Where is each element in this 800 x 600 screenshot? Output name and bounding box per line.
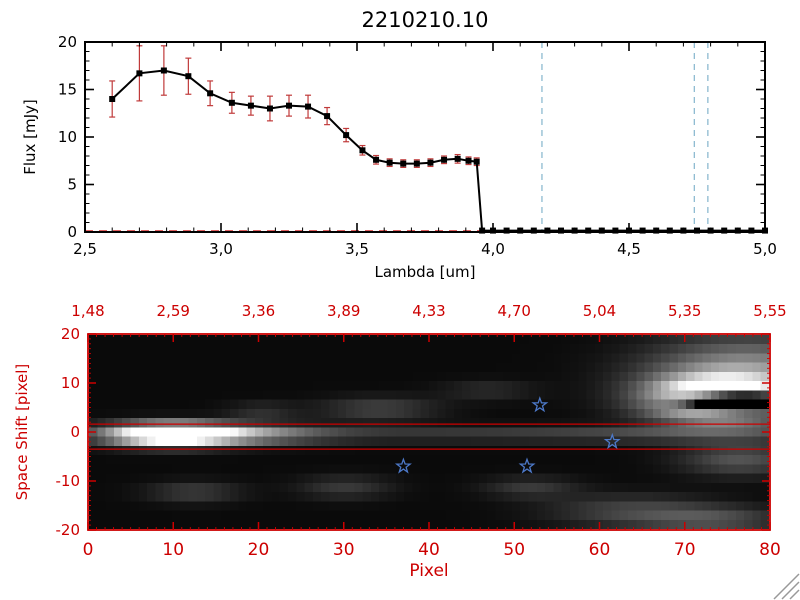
x-tick-label: 5,0 [753,240,777,258]
shift-tick-label: 20 [61,325,80,343]
pixel-tick-label: 10 [162,540,184,560]
resize-grip-line[interactable] [781,581,800,600]
source-star-marker [394,457,412,474]
spectrum-plot-frame [84,41,766,233]
source-star-marker [531,396,549,413]
y-tick-label: 0 [67,223,77,241]
data-point-marker [136,70,143,77]
shift-tick-label: -20 [56,521,81,539]
resize-grip-line[interactable] [773,573,800,600]
resize-grip-line[interactable] [789,589,800,600]
pixel-tick-label: 60 [589,540,611,560]
data-point-marker [694,227,700,234]
x-tick-label: 3,0 [209,240,233,258]
pixel-tick-label: 50 [503,540,525,560]
spectrogram-image [89,335,769,529]
data-point-marker [247,102,254,109]
shift-tick-label: 10 [61,374,80,392]
top-wavelength-label: 3,89 [327,302,360,320]
pixel-tick-label: 20 [248,540,270,560]
x-tick-label: 4,0 [481,240,505,258]
source-star-marker [603,432,621,450]
pixel-tick-label: 0 [83,540,94,560]
data-point-marker [400,160,407,167]
top-wavelength-label: 5,04 [583,302,616,320]
top-wavelength-label: 1,48 [71,302,104,320]
top-wavelength-label: 3,36 [242,302,275,320]
data-point-marker [207,90,214,97]
pixel-tick-label: 80 [759,540,781,560]
flux-axis-label: Flux [mJy] [21,99,39,175]
data-point-marker [160,67,167,74]
pixel-axis-label: Pixel [409,561,449,581]
data-point-marker [612,227,619,234]
data-point-marker [558,227,564,234]
data-point-marker [479,227,486,234]
source-star-marker [518,457,536,474]
lambda-axis-label: Lambda [um] [374,263,476,281]
data-point-marker [503,227,510,234]
data-point-marker [373,156,380,163]
plot-title: 2210210.10 [361,8,489,32]
data-point-marker [748,227,755,234]
pixel-tick-label: 40 [418,540,440,560]
shift-tick-label: -10 [56,472,81,490]
x-tick-label: 2,5 [73,240,97,258]
top-wavelength-label: 4,33 [412,302,445,320]
top-wavelength-label: 5,55 [753,302,786,320]
data-point-marker [639,227,646,234]
data-point-marker [666,227,673,234]
top-wavelength-label: 5,35 [668,302,701,320]
data-point-marker [228,99,235,106]
data-point-marker [530,227,537,234]
data-point-marker [109,96,116,102]
x-tick-label: 3,5 [345,240,369,258]
space-shift-axis-label: Space Shift [pixel] [13,363,31,501]
data-point-marker [359,147,366,154]
y-tick-label: 15 [58,81,77,99]
pixel-tick-label: 30 [333,540,355,560]
y-tick-label: 5 [67,176,77,194]
x-tick-label: 4,5 [617,240,641,258]
data-point-marker [454,155,461,162]
data-point-marker [286,102,292,109]
data-point-marker [266,105,273,112]
pixel-tick-label: 70 [674,540,696,560]
data-point-marker [386,159,393,166]
data-point-marker [305,103,312,110]
data-point-marker [585,227,592,234]
data-point-marker [185,73,192,80]
y-tick-label: 20 [58,33,77,51]
top-wavelength-label: 4,70 [498,302,531,320]
data-point-marker [441,156,448,163]
data-point-marker [343,132,350,139]
data-point-marker [427,159,434,166]
data-point-marker [721,227,728,234]
spectrogram-frame [87,333,771,531]
data-point-marker [413,160,420,167]
data-point-marker [324,113,331,120]
y-tick-label: 10 [58,128,77,146]
data-point-marker [473,158,480,165]
top-wavelength-label: 2,59 [157,302,190,320]
data-point-marker [465,157,472,164]
shift-tick-label: 0 [70,423,80,441]
